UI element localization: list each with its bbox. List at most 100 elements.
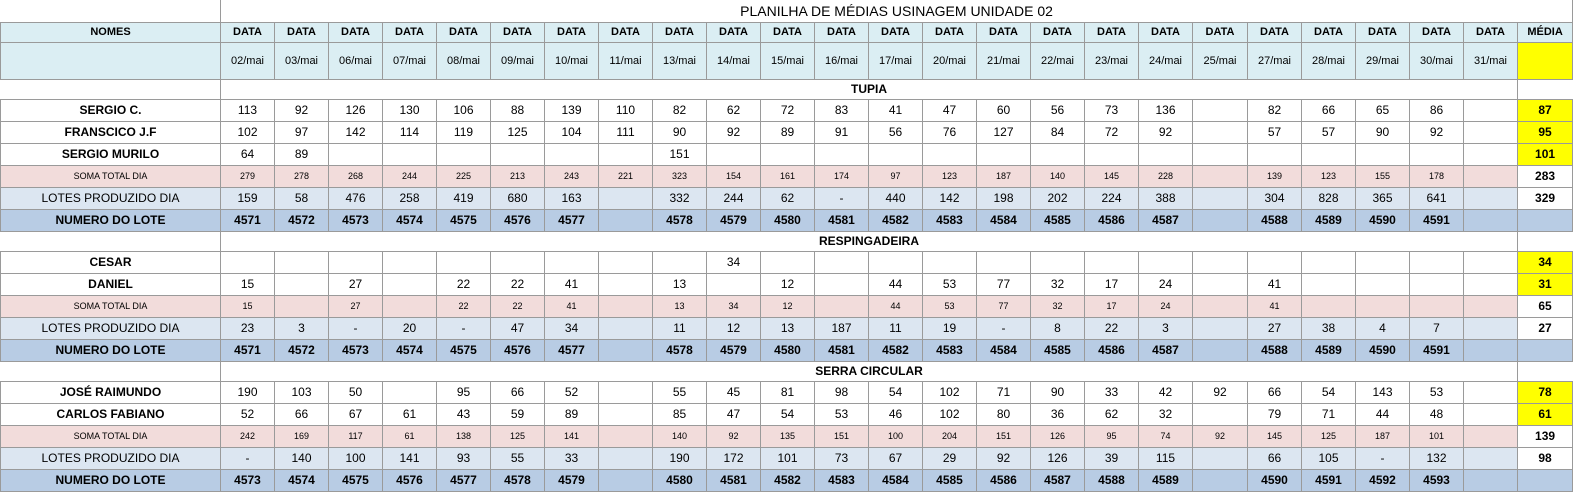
value-cell[interactable]: 123 xyxy=(1301,164,1356,188)
value-cell[interactable] xyxy=(1084,250,1139,274)
value-cell[interactable]: 50 xyxy=(328,380,383,404)
value-cell[interactable]: 66 xyxy=(1247,446,1302,470)
value-cell[interactable]: 41 xyxy=(544,272,599,296)
average-cell[interactable] xyxy=(1516,338,1574,362)
value-cell[interactable]: 4578 xyxy=(652,208,707,232)
value-cell[interactable]: 4592 xyxy=(1355,468,1410,492)
value-cell[interactable] xyxy=(814,142,869,166)
value-cell[interactable] xyxy=(1463,98,1518,122)
value-cell[interactable]: 72 xyxy=(760,98,815,122)
value-cell[interactable]: - xyxy=(220,446,275,470)
value-cell[interactable]: 113 xyxy=(220,98,275,122)
value-cell[interactable]: 143 xyxy=(1355,380,1410,404)
date-header[interactable]: 13/mai xyxy=(652,41,707,80)
value-cell[interactable]: 142 xyxy=(922,186,977,210)
value-cell[interactable]: 58 xyxy=(274,186,329,210)
value-cell[interactable] xyxy=(1409,272,1464,296)
value-cell[interactable]: 154 xyxy=(706,164,761,188)
value-cell[interactable]: 125 xyxy=(490,120,545,144)
media-header-fill[interactable] xyxy=(1516,41,1574,80)
value-cell[interactable]: 56 xyxy=(868,120,923,144)
value-cell[interactable]: 74 xyxy=(1138,424,1193,448)
value-cell[interactable]: 141 xyxy=(382,446,437,470)
value-cell[interactable]: 4584 xyxy=(868,468,923,492)
value-cell[interactable] xyxy=(598,208,653,232)
data-header[interactable]: DATA xyxy=(652,21,707,43)
value-cell[interactable]: 24 xyxy=(1138,272,1193,296)
value-cell[interactable]: 97 xyxy=(274,120,329,144)
value-cell[interactable]: 92 xyxy=(706,120,761,144)
value-cell[interactable]: 4573 xyxy=(328,338,383,362)
date-header[interactable]: 29/mai xyxy=(1355,41,1410,80)
average-cell[interactable] xyxy=(1516,468,1574,492)
value-cell[interactable]: 125 xyxy=(1301,424,1356,448)
value-cell[interactable]: 4576 xyxy=(382,468,437,492)
value-cell[interactable]: 27 xyxy=(328,294,383,318)
value-cell[interactable] xyxy=(1409,142,1464,166)
value-cell[interactable]: 244 xyxy=(706,186,761,210)
value-cell[interactable]: 4580 xyxy=(760,208,815,232)
value-cell[interactable] xyxy=(1355,272,1410,296)
value-cell[interactable]: 4591 xyxy=(1301,468,1356,492)
value-cell[interactable]: 4578 xyxy=(490,468,545,492)
value-cell[interactable]: 34 xyxy=(706,294,761,318)
soma-label[interactable]: SOMA TOTAL DIA xyxy=(0,424,221,448)
value-cell[interactable] xyxy=(760,142,815,166)
value-cell[interactable]: 53 xyxy=(922,272,977,296)
value-cell[interactable] xyxy=(1192,316,1248,340)
value-cell[interactable]: 278 xyxy=(274,164,329,188)
value-cell[interactable]: 32 xyxy=(1138,402,1193,426)
value-cell[interactable]: 61 xyxy=(382,402,437,426)
value-cell[interactable]: 145 xyxy=(1247,424,1302,448)
value-cell[interactable]: 102 xyxy=(922,380,977,404)
date-header[interactable]: 16/mai xyxy=(814,41,869,80)
value-cell[interactable]: - xyxy=(814,186,869,210)
value-cell[interactable]: 90 xyxy=(1030,380,1085,404)
value-cell[interactable]: 90 xyxy=(1355,120,1410,144)
value-cell[interactable]: 102 xyxy=(220,120,275,144)
value-cell[interactable]: 178 xyxy=(1409,164,1464,188)
value-cell[interactable] xyxy=(1355,294,1410,318)
value-cell[interactable]: 4573 xyxy=(328,208,383,232)
value-cell[interactable] xyxy=(1301,142,1356,166)
value-cell[interactable]: 258 xyxy=(382,186,437,210)
value-cell[interactable]: 117 xyxy=(328,424,383,448)
value-cell[interactable] xyxy=(1409,250,1464,274)
value-cell[interactable]: 4574 xyxy=(274,468,329,492)
value-cell[interactable] xyxy=(1192,468,1248,492)
value-cell[interactable]: 88 xyxy=(490,98,545,122)
lotes-label[interactable]: LOTES PRODUZIDO DIA xyxy=(0,186,221,210)
value-cell[interactable] xyxy=(544,250,599,274)
value-cell[interactable]: 39 xyxy=(1084,446,1139,470)
value-cell[interactable] xyxy=(1192,208,1248,232)
average-cell[interactable]: 139 xyxy=(1516,424,1574,448)
average-cell[interactable]: 65 xyxy=(1516,294,1574,318)
data-header[interactable]: DATA xyxy=(868,21,923,43)
value-cell[interactable]: 4571 xyxy=(220,208,275,232)
value-cell[interactable]: 56 xyxy=(1030,98,1085,122)
value-cell[interactable]: 106 xyxy=(436,98,491,122)
value-cell[interactable]: 44 xyxy=(1355,402,1410,426)
data-header[interactable]: DATA xyxy=(922,21,977,43)
name-label[interactable]: SERGIO MURILO xyxy=(0,142,221,166)
value-cell[interactable]: 53 xyxy=(1409,380,1464,404)
value-cell[interactable] xyxy=(1192,120,1248,144)
value-cell[interactable]: 142 xyxy=(328,120,383,144)
media-header[interactable]: MÉDIA xyxy=(1516,21,1574,43)
value-cell[interactable]: 66 xyxy=(1301,98,1356,122)
value-cell[interactable]: 61 xyxy=(382,424,437,448)
value-cell[interactable]: 4572 xyxy=(274,338,329,362)
value-cell[interactable]: 4583 xyxy=(922,338,977,362)
value-cell[interactable]: 4588 xyxy=(1247,208,1302,232)
value-cell[interactable] xyxy=(598,250,653,274)
value-cell[interactable]: 77 xyxy=(976,294,1031,318)
value-cell[interactable]: 13 xyxy=(652,294,707,318)
date-header[interactable]: 06/mai xyxy=(328,41,383,80)
data-header[interactable]: DATA xyxy=(1463,21,1518,43)
value-cell[interactable]: 13 xyxy=(652,272,707,296)
value-cell[interactable]: 126 xyxy=(1030,446,1085,470)
value-cell[interactable]: 4579 xyxy=(706,338,761,362)
value-cell[interactable] xyxy=(1463,468,1518,492)
value-cell[interactable] xyxy=(598,186,653,210)
value-cell[interactable] xyxy=(598,338,653,362)
